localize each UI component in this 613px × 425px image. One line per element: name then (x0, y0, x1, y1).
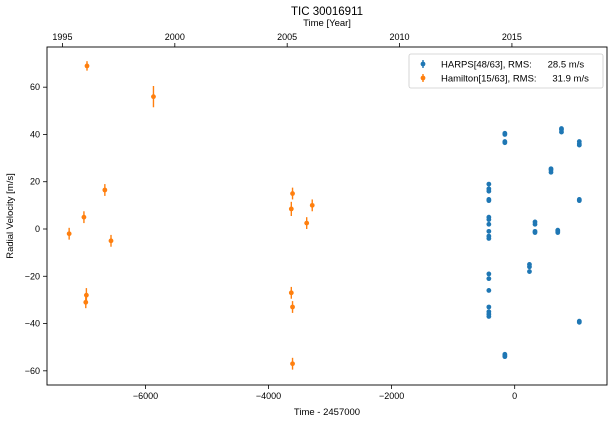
top-tick-label: 2005 (277, 32, 297, 42)
data-point (576, 198, 582, 204)
data-point (486, 198, 492, 204)
data-point (486, 221, 492, 227)
data-point (486, 314, 492, 319)
data-point (555, 230, 561, 235)
top-tick-label: 1995 (52, 32, 72, 42)
legend-label: HARPS[48/63], RMS: 28.5 m/s (441, 60, 584, 71)
x-axis-label: Time - 2457000 (294, 407, 360, 418)
data-point (108, 238, 114, 244)
y-tick-label: 20 (30, 177, 40, 187)
series-layer (66, 61, 582, 370)
data-point (486, 181, 492, 187)
data-point (486, 217, 492, 222)
data-point (83, 299, 89, 305)
chart-title: TIC 30016911 (291, 6, 363, 18)
x-tick-label: −6000 (133, 391, 158, 401)
series-1 (66, 61, 315, 370)
y-axis-ticks: −60 −40 −20 0 20 40 60 (25, 82, 47, 376)
y-tick-label: 60 (30, 82, 40, 92)
series-0 (486, 126, 582, 360)
top-tick-label: 2000 (165, 32, 185, 42)
data-point (486, 288, 492, 293)
legend-marker (420, 61, 426, 67)
data-point (81, 214, 87, 220)
legend-marker (420, 75, 426, 81)
data-point (486, 276, 492, 282)
legend-label: Hamilton[15/63], RMS: 31.9 m/s (441, 74, 589, 85)
data-point (502, 140, 508, 146)
data-point (532, 230, 538, 235)
data-point (486, 228, 492, 234)
data-point (290, 361, 295, 367)
data-point (502, 132, 508, 137)
y-tick-label: 0 (35, 224, 40, 234)
x-tick-label: −2000 (379, 391, 404, 401)
data-point (288, 290, 294, 296)
data-point (502, 354, 508, 360)
data-point (66, 231, 72, 237)
x-tick-label: 0 (512, 391, 517, 401)
data-point (309, 202, 315, 208)
x-axis-ticks: −6000 −4000 −2000 0 (133, 385, 517, 401)
y-tick-label: 40 (30, 129, 40, 139)
data-point (486, 188, 492, 194)
plot-frame (46, 46, 608, 386)
top-tick-label: 2010 (390, 32, 410, 42)
data-point (527, 264, 532, 270)
data-point (102, 187, 108, 193)
data-point (559, 129, 564, 135)
legend-box (408, 53, 604, 89)
data-point (290, 304, 295, 310)
data-point (84, 63, 90, 69)
plot-area (46, 46, 608, 386)
x-tick-label: −4000 (256, 391, 281, 401)
top-axis-label: Time [Year] (303, 18, 351, 29)
data-point (290, 191, 295, 196)
top-axis-ticks: 1995 2000 2005 2010 2015 (52, 32, 522, 47)
data-point (532, 221, 538, 227)
y-axis-label: Radial Velocity [m/s] (5, 173, 16, 259)
legend: HARPS[48/63], RMS: 28.5 m/s Hamilton[15/6… (408, 53, 604, 89)
data-point (527, 269, 532, 274)
data-point (304, 220, 310, 226)
data-point (151, 94, 156, 100)
data-point (576, 142, 582, 148)
top-tick-label: 2015 (502, 32, 522, 42)
data-point (486, 271, 492, 277)
y-tick-label: −20 (25, 271, 40, 281)
data-point (486, 236, 492, 241)
data-point (576, 319, 582, 325)
y-tick-label: −60 (25, 366, 40, 376)
data-point (548, 169, 554, 175)
y-tick-label: −40 (25, 319, 40, 329)
data-point (486, 304, 492, 310)
data-point (288, 206, 294, 212)
